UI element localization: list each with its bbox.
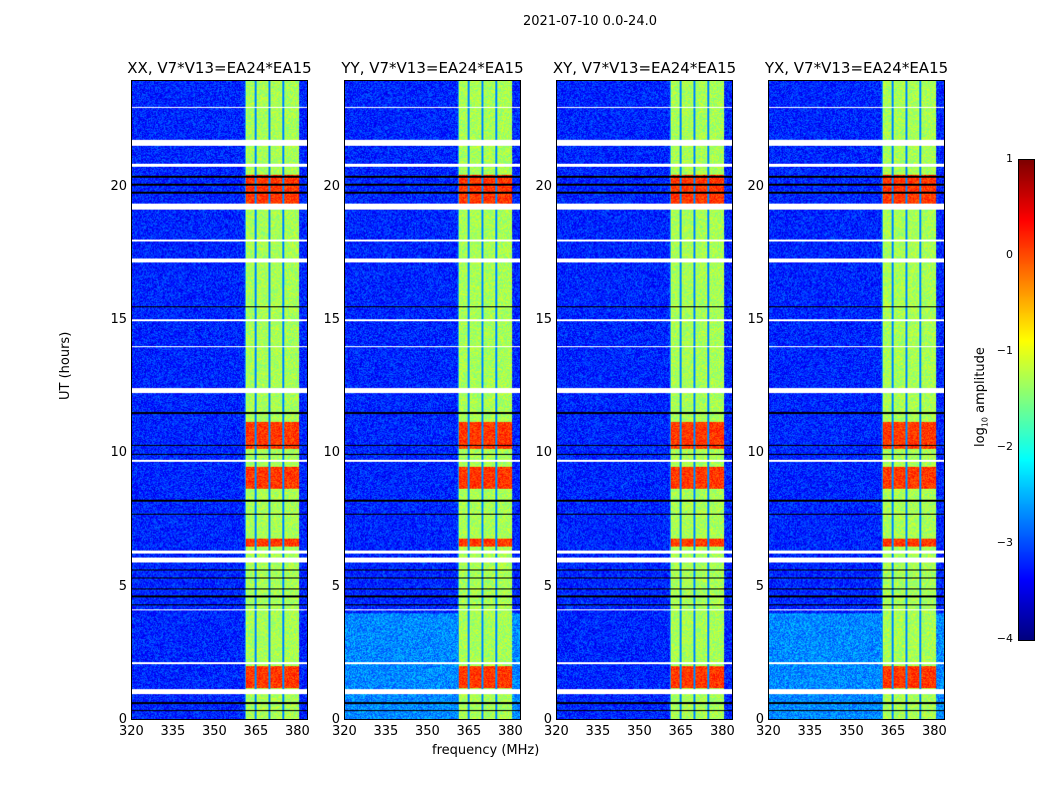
x-tick-label: 320 — [332, 724, 357, 739]
x-tick-label: 350 — [838, 724, 864, 739]
y-tick-label: 0 — [543, 712, 552, 727]
colorbar-tick-label: −4 — [996, 632, 1013, 645]
colorbar-tick-label: 0 — [1006, 248, 1013, 261]
y-tick-label: 0 — [118, 712, 127, 727]
colorbar-tick-label: −2 — [996, 440, 1013, 453]
x-tick-label: 365 — [880, 724, 906, 739]
y-tick-label: 15 — [747, 312, 764, 327]
y-tick-label: 5 — [331, 578, 340, 594]
heatmap-yx — [768, 80, 945, 720]
y-tick-label: 0 — [331, 712, 340, 727]
y-tick-label: 10 — [323, 445, 340, 461]
heatmap-xy — [556, 80, 733, 720]
y-tick-label: 10 — [535, 445, 552, 461]
x-tick-label: 350 — [414, 724, 440, 739]
y-tick-label: 20 — [110, 178, 127, 194]
x-tick-label: 335 — [160, 724, 186, 739]
y-tick-label: 15 — [323, 312, 340, 327]
x-tick-label: 365 — [456, 724, 482, 739]
y-tick-label: 20 — [323, 178, 340, 194]
colorbar-label: log10 amplitude — [973, 347, 990, 447]
y-tick-label: 5 — [755, 578, 764, 594]
x-axis-label: frequency (MHz) — [432, 743, 540, 758]
x-tick-label: 380 — [284, 724, 310, 739]
colorbar-tick-label: 1 — [1006, 152, 1013, 165]
x-tick-label: 350 — [201, 724, 227, 739]
panel-title: YX, V7*V13=EA24*EA15 — [764, 59, 949, 77]
x-tick-label: 335 — [585, 724, 611, 739]
y-tick-label: 15 — [110, 312, 127, 327]
x-tick-label: 320 — [119, 724, 144, 739]
x-tick-label: 380 — [497, 724, 523, 739]
y-axis-label: UT (hours) — [58, 331, 73, 400]
x-tick-label: 365 — [668, 724, 694, 739]
y-tick-label: 5 — [543, 578, 552, 594]
panel-title: XX, V7*V13=EA24*EA15 — [127, 59, 312, 77]
x-tick-label: 350 — [626, 724, 652, 739]
x-tick-label: 365 — [243, 724, 269, 739]
y-tick-label: 15 — [535, 312, 552, 327]
panel-title: XY, V7*V13=EA24*EA15 — [552, 59, 737, 77]
x-tick-label: 320 — [544, 724, 569, 739]
y-tick-label: 10 — [110, 445, 127, 461]
panel-title: YY, V7*V13=EA24*EA15 — [341, 59, 524, 77]
x-tick-label: 380 — [921, 724, 947, 739]
x-tick-label: 380 — [709, 724, 735, 739]
x-tick-label: 335 — [373, 724, 399, 739]
y-tick-label: 20 — [535, 178, 552, 194]
x-tick-label: 335 — [797, 724, 823, 739]
y-tick-label: 0 — [755, 712, 764, 727]
colorbar-tick-label: −1 — [996, 344, 1013, 357]
y-tick-label: 5 — [118, 578, 127, 594]
colorbar — [1018, 159, 1035, 641]
y-tick-label: 20 — [747, 178, 764, 194]
figure-title: 2021-07-10 0.0-24.0 — [523, 14, 657, 29]
y-tick-label: 10 — [747, 445, 764, 461]
x-tick-label: 320 — [756, 724, 781, 739]
heatmap-xx — [131, 80, 308, 720]
heatmap-yy — [344, 80, 521, 720]
colorbar-tick-label: −3 — [996, 536, 1013, 549]
